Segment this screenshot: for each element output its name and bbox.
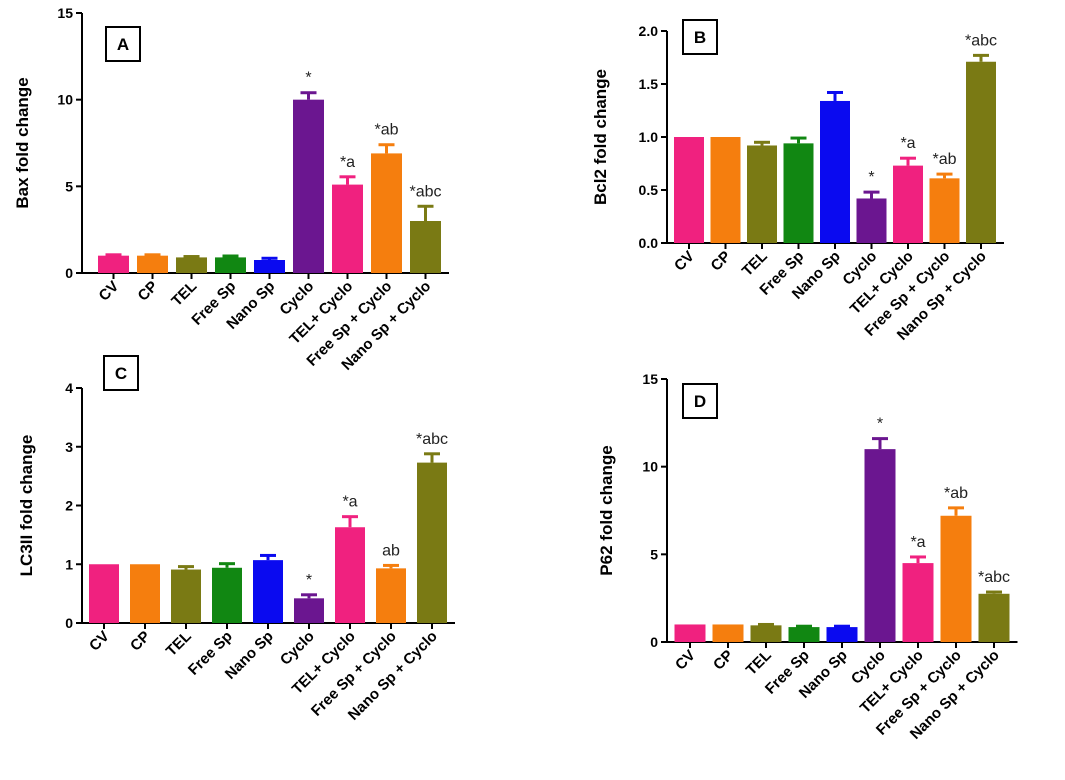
bar [130,564,160,623]
y-tick-label: 0 [65,265,73,281]
x-tick-label: CV [672,647,699,674]
y-tick-label: 0.5 [639,182,659,198]
bar [893,165,923,243]
y-axis-label: Bcl2 fold change [591,69,610,205]
significance-label: ab [382,542,400,559]
bar [89,564,119,623]
y-tick-label: 15 [642,371,658,387]
y-tick-label: 10 [642,459,658,475]
significance-label: *a [342,494,357,511]
bar [212,567,242,623]
bar [788,627,820,642]
bar [978,593,1010,642]
significance-label: *abc [409,183,441,200]
y-axis-label: LC3II fold change [17,435,36,577]
y-tick-label: 10 [57,92,73,108]
x-tick-label: CV [671,248,698,275]
significance-label: *abc [965,32,997,49]
bar [856,198,887,243]
bar [929,178,960,243]
bar [674,624,706,642]
bar [417,462,447,623]
bar [710,137,741,243]
significance-label: *a [910,534,925,551]
y-tick-label: 3 [65,439,73,455]
bar [376,568,406,623]
panel-label: C [115,364,127,383]
significance-label: *a [340,154,355,171]
significance-label: * [305,70,311,87]
bar [371,153,402,273]
x-tick-label: CP [135,278,162,305]
bar [902,563,934,642]
bar [253,560,283,623]
panel-label-box [682,19,718,55]
bar [747,145,777,243]
significance-label: * [306,572,312,589]
panel-label: D [694,392,706,411]
significance-label: *abc [978,569,1010,586]
significance-label: *ab [374,122,398,139]
x-tick-label: TEL [163,628,195,660]
bar [176,257,207,273]
x-tick-label: CP [708,248,735,275]
significance-label: *ab [932,151,956,168]
y-tick-label: 0 [65,615,73,631]
bar [966,61,996,243]
y-tick-label: 1.5 [639,76,659,92]
bar [171,569,201,623]
x-tick-label: TEL [739,248,771,280]
significance-label: *ab [944,485,968,502]
y-axis-label: Bax fold change [13,77,32,208]
bar [293,99,324,274]
y-tick-label: 5 [650,546,658,562]
panel-label-box [682,383,718,419]
x-tick-label: TEL [743,647,775,679]
y-tick-label: 2 [65,498,73,514]
bar [940,515,972,642]
bar [215,257,246,273]
bar [254,260,285,273]
y-axis-label: P62 fold change [597,445,616,575]
bar [820,100,850,244]
significance-label: *abc [416,431,448,448]
y-tick-label: 1.0 [639,129,659,145]
panel-label-box [105,26,141,62]
panel-label: B [694,28,706,47]
significance-label: *a [900,135,915,152]
x-tick-label: CV [86,628,113,655]
y-tick-label: 1 [65,556,73,572]
bar [826,627,858,642]
bar [864,449,896,642]
y-tick-label: 0.0 [639,235,659,251]
bar [750,625,782,642]
bar [332,184,363,273]
panel-label-box [103,355,139,391]
y-tick-label: 2.0 [639,23,659,39]
x-tick-label: TEL [168,278,200,310]
x-tick-label: CP [127,628,154,655]
bar [98,255,129,273]
bar [674,137,704,243]
bar [294,598,324,623]
y-tick-label: 0 [650,634,658,650]
x-tick-label: CV [96,278,123,305]
y-tick-label: 15 [57,5,73,21]
bar [137,255,168,273]
bar [410,221,441,273]
y-tick-label: 5 [65,178,73,194]
bar [783,143,814,243]
significance-label: * [868,169,874,186]
panel-label: A [117,35,129,54]
bar [335,527,365,623]
significance-label: * [877,416,883,433]
bar [712,624,744,642]
y-tick-label: 4 [65,380,73,396]
x-tick-label: CP [710,647,737,674]
